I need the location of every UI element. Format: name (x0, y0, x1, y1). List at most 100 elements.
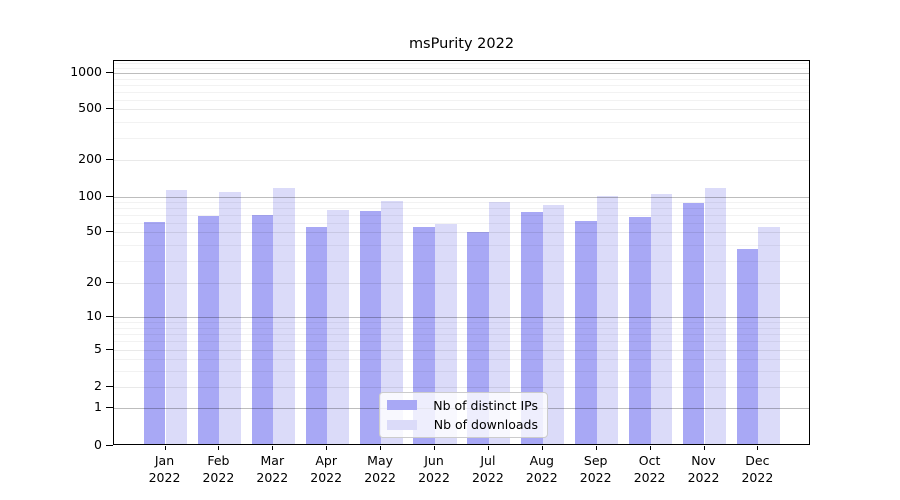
x-tick-label-mar: Mar 2022 (256, 453, 289, 485)
gridline-8 (114, 327, 809, 329)
bar-aug-distinct-ips (521, 211, 543, 444)
y-tick-label-1000: 1000 (70, 64, 102, 79)
y-tick-mark-2 (106, 386, 113, 388)
grid-layer (114, 61, 809, 444)
bar-sep-distinct-ips (575, 221, 597, 444)
y-tick-mark-1000 (106, 72, 113, 73)
gridline-60 (114, 223, 809, 224)
x-tick-label-may: May 2022 (364, 453, 396, 485)
bar-feb-downloads (219, 192, 241, 444)
gridline-6 (114, 341, 809, 343)
bar-jul-downloads (488, 201, 511, 444)
x-tick-label-oct: Oct 2022 (633, 453, 666, 485)
x-tick-mark-apr (326, 446, 328, 450)
gridline-5 (114, 349, 809, 351)
gridline-7 (114, 333, 809, 335)
y-tick-mark-5 (106, 348, 113, 350)
x-tick-label-jan: Jan 2022 (148, 453, 181, 485)
legend: Nb of distinct IPs Nb of downloads (379, 392, 548, 438)
legend-row-distinct-ips: Nb of distinct IPs (387, 397, 538, 414)
legend-label-distinct-ips: Nb of distinct IPs (433, 397, 538, 413)
bars-layer (114, 61, 809, 444)
y-tick-label-0: 0 (94, 437, 102, 452)
y-tick-mark-200 (106, 159, 113, 161)
gridline-100 (114, 196, 809, 198)
gridline-80 (114, 208, 809, 210)
bar-may-distinct-ips (359, 210, 382, 444)
bar-jun-distinct-ips (413, 227, 435, 444)
gridline-90 (114, 202, 809, 203)
gridline-2 (114, 387, 809, 389)
y-tick-mark-20 (106, 282, 113, 284)
gridline-4 (114, 358, 809, 360)
gridline-1200 (114, 63, 809, 65)
gridline-900 (114, 78, 809, 80)
x-tick-mark-may (380, 446, 382, 450)
x-tick-mark-mar (272, 446, 274, 450)
gridline-20 (114, 283, 809, 285)
x-tick-mark-feb (218, 446, 220, 450)
y-tick-label-200: 200 (78, 151, 102, 167)
y-tick-mark-0 (106, 445, 113, 446)
bar-dec-downloads (758, 227, 780, 444)
x-tick-mark-dec (757, 446, 759, 450)
bar-aug-downloads (542, 204, 565, 444)
bar-apr-distinct-ips (305, 227, 328, 444)
gridline-500 (114, 109, 809, 111)
x-tick-label-jul: Jul 2022 (471, 453, 504, 485)
bar-sep-downloads (596, 196, 619, 444)
x-tick-mark-nov (703, 446, 705, 450)
bar-jun-downloads (435, 223, 457, 444)
gridline-3 (114, 370, 809, 372)
y-tick-label-50: 50 (86, 223, 102, 239)
x-tick-label-nov: Nov 2022 (687, 453, 720, 485)
x-tick-mark-jun (434, 446, 435, 450)
y-tick-label-5: 5 (94, 340, 102, 356)
y-tick-label-1: 1 (94, 399, 102, 415)
x-tick-mark-sep (595, 446, 597, 450)
gridline-40 (114, 244, 809, 246)
x-tick-label-apr: Apr 2022 (310, 453, 343, 485)
gridline-50 (114, 232, 809, 234)
bar-feb-distinct-ips (197, 216, 220, 444)
x-tick-label-sep: Sep 2022 (579, 453, 612, 485)
x-tick-label-feb: Feb 2022 (202, 453, 235, 485)
x-tick-label-jun: Jun 2022 (418, 453, 450, 485)
gridline-1100 (114, 67, 809, 69)
y-tick-label-20: 20 (86, 274, 102, 290)
gridline-30 (114, 260, 809, 262)
legend-label-downloads: Nb of downloads (433, 417, 538, 433)
x-tick-mark-jan (164, 446, 166, 450)
gridline-9 (114, 322, 809, 324)
bar-jan-distinct-ips (143, 221, 166, 444)
gridline-700 (114, 91, 809, 93)
bar-oct-distinct-ips (629, 216, 651, 444)
bar-apr-downloads (327, 210, 349, 444)
plot-area: Nb of distinct IPs Nb of downloads (113, 60, 810, 445)
chart-title: msPurity 2022 (408, 36, 515, 52)
y-tick-label-100: 100 (78, 187, 102, 203)
bar-mar-distinct-ips (251, 215, 274, 444)
gridline-1000 (114, 73, 809, 74)
bar-nov-distinct-ips (682, 203, 705, 444)
bar-dec-distinct-ips (736, 248, 759, 444)
legend-swatch-distinct-ips (387, 400, 417, 411)
y-tick-mark-500 (106, 108, 113, 110)
y-tick-mark-100 (106, 195, 113, 197)
y-tick-label-2: 2 (94, 378, 102, 394)
bar-may-downloads (381, 201, 403, 444)
y-tick-label-10: 10 (86, 308, 102, 324)
gridline-400 (114, 121, 809, 123)
x-tick-mark-jul (487, 446, 489, 450)
y-tick-label-500: 500 (78, 100, 102, 116)
bar-jan-downloads (165, 189, 188, 444)
gridline-800 (114, 84, 809, 86)
x-tick-mark-aug (541, 446, 543, 450)
bar-oct-downloads (650, 194, 673, 444)
x-tick-label-dec: Dec 2022 (741, 453, 774, 485)
x-tick-mark-oct (649, 446, 651, 450)
gridline-200 (114, 160, 809, 162)
gridline-10 (114, 317, 809, 319)
x-tick-label-aug: Aug 2022 (525, 453, 558, 485)
